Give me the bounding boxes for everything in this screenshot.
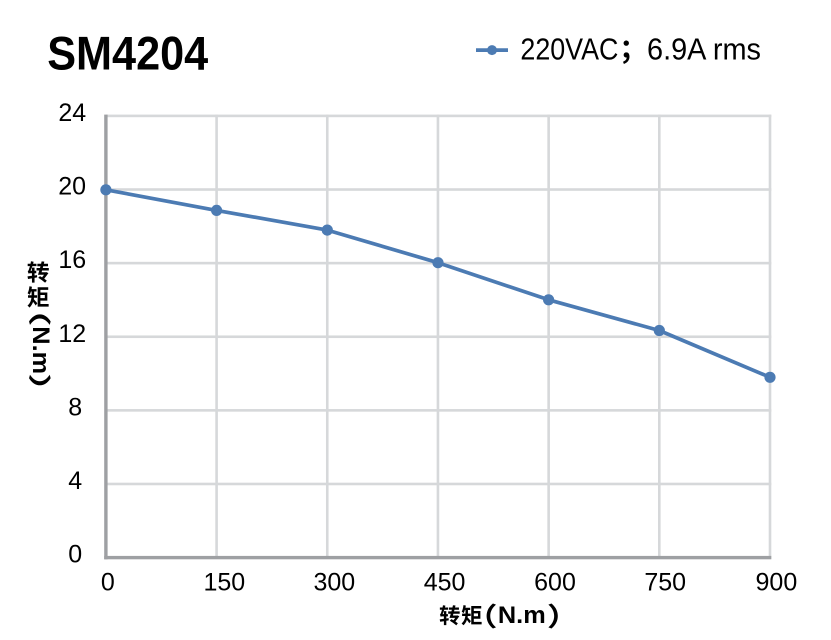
svg-text:0: 0	[101, 569, 115, 597]
svg-text:12: 12	[58, 320, 86, 348]
svg-text:300: 300	[313, 569, 355, 597]
svg-text:SM4204: SM4204	[47, 26, 208, 79]
svg-text:220VAC: 220VAC	[520, 33, 618, 67]
svg-text:20: 20	[58, 173, 86, 201]
svg-text:450: 450	[424, 569, 466, 597]
svg-text:24: 24	[58, 99, 86, 127]
svg-text:900: 900	[756, 569, 798, 597]
svg-text:150: 150	[203, 569, 245, 597]
svg-text:N.m: N.m	[498, 602, 546, 629]
svg-text:16: 16	[58, 246, 86, 274]
svg-text:750: 750	[644, 569, 686, 597]
svg-text:0: 0	[68, 541, 82, 569]
svg-text:8: 8	[68, 393, 82, 421]
svg-text:4: 4	[68, 467, 82, 495]
svg-text:600: 600	[534, 569, 576, 597]
svg-text:N.m: N.m	[27, 326, 54, 374]
svg-text:6.9A rms: 6.9A rms	[647, 33, 761, 67]
